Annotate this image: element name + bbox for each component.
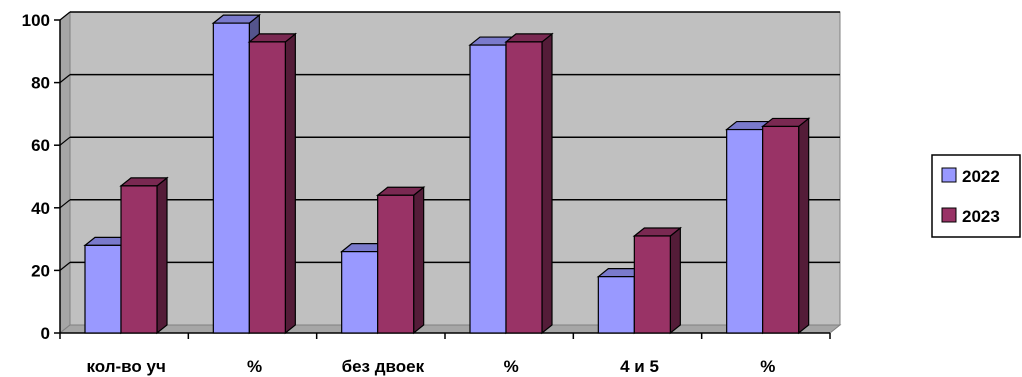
x-category-label: кол-во уч — [86, 357, 165, 376]
gridline-side — [59, 11, 71, 21]
y-axis-ticks: 0 20 40 60 80 100 — [22, 11, 60, 343]
legend-swatch-2022 — [941, 167, 957, 183]
y-tick-label: 100 — [22, 11, 50, 30]
bar-2023-5 — [760, 117, 811, 335]
x-category-label: % — [247, 357, 262, 376]
y-tick-label: 0 — [41, 324, 50, 343]
gridline-side — [59, 74, 71, 84]
bar-2023-1 — [247, 32, 298, 335]
gridline-side — [59, 261, 71, 271]
y-tick-label: 60 — [31, 136, 50, 155]
bar-2023-2 — [375, 186, 426, 335]
gridline-side — [59, 136, 71, 146]
gridlines — [59, 11, 840, 271]
gridline-side — [59, 199, 71, 209]
y-tick-label: 80 — [31, 74, 50, 93]
bar-2023-0 — [119, 176, 169, 335]
y-tick-label: 40 — [31, 199, 50, 218]
floor — [58, 324, 842, 334]
bar-2023-3 — [504, 32, 554, 335]
bars — [83, 13, 811, 335]
x-category-label: % — [504, 357, 519, 376]
x-axis-categories: кол-во уч% без двоек% 4 и 5% — [86, 357, 775, 376]
back-wall — [69, 11, 841, 326]
legend: 2022 2023 — [931, 154, 1021, 238]
legend-label-2023: 2023 — [962, 207, 1000, 226]
side-wall — [59, 10, 71, 335]
plot-area — [58, 10, 842, 335]
x-category-label: 4 и 5 — [620, 357, 659, 376]
axes — [59, 20, 831, 339]
y-tick-label: 20 — [31, 261, 50, 280]
x-category-label: без двоек — [342, 357, 425, 376]
bar-2023-4 — [632, 226, 683, 335]
legend-swatch-2023 — [941, 207, 957, 223]
x-category-label: % — [760, 357, 775, 376]
legend-label-2022: 2022 — [962, 167, 1000, 186]
